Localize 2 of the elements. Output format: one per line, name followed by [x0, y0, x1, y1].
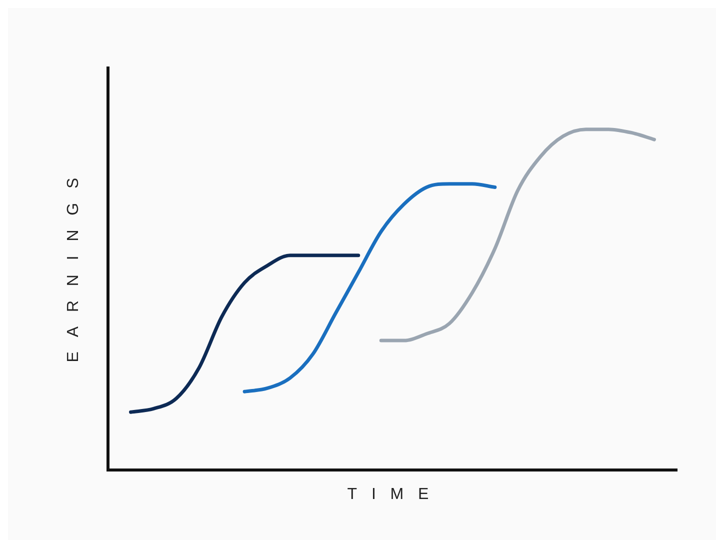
- x-axis-title: TIME: [346, 486, 444, 504]
- y-axis-title: EARNINGS: [65, 163, 83, 364]
